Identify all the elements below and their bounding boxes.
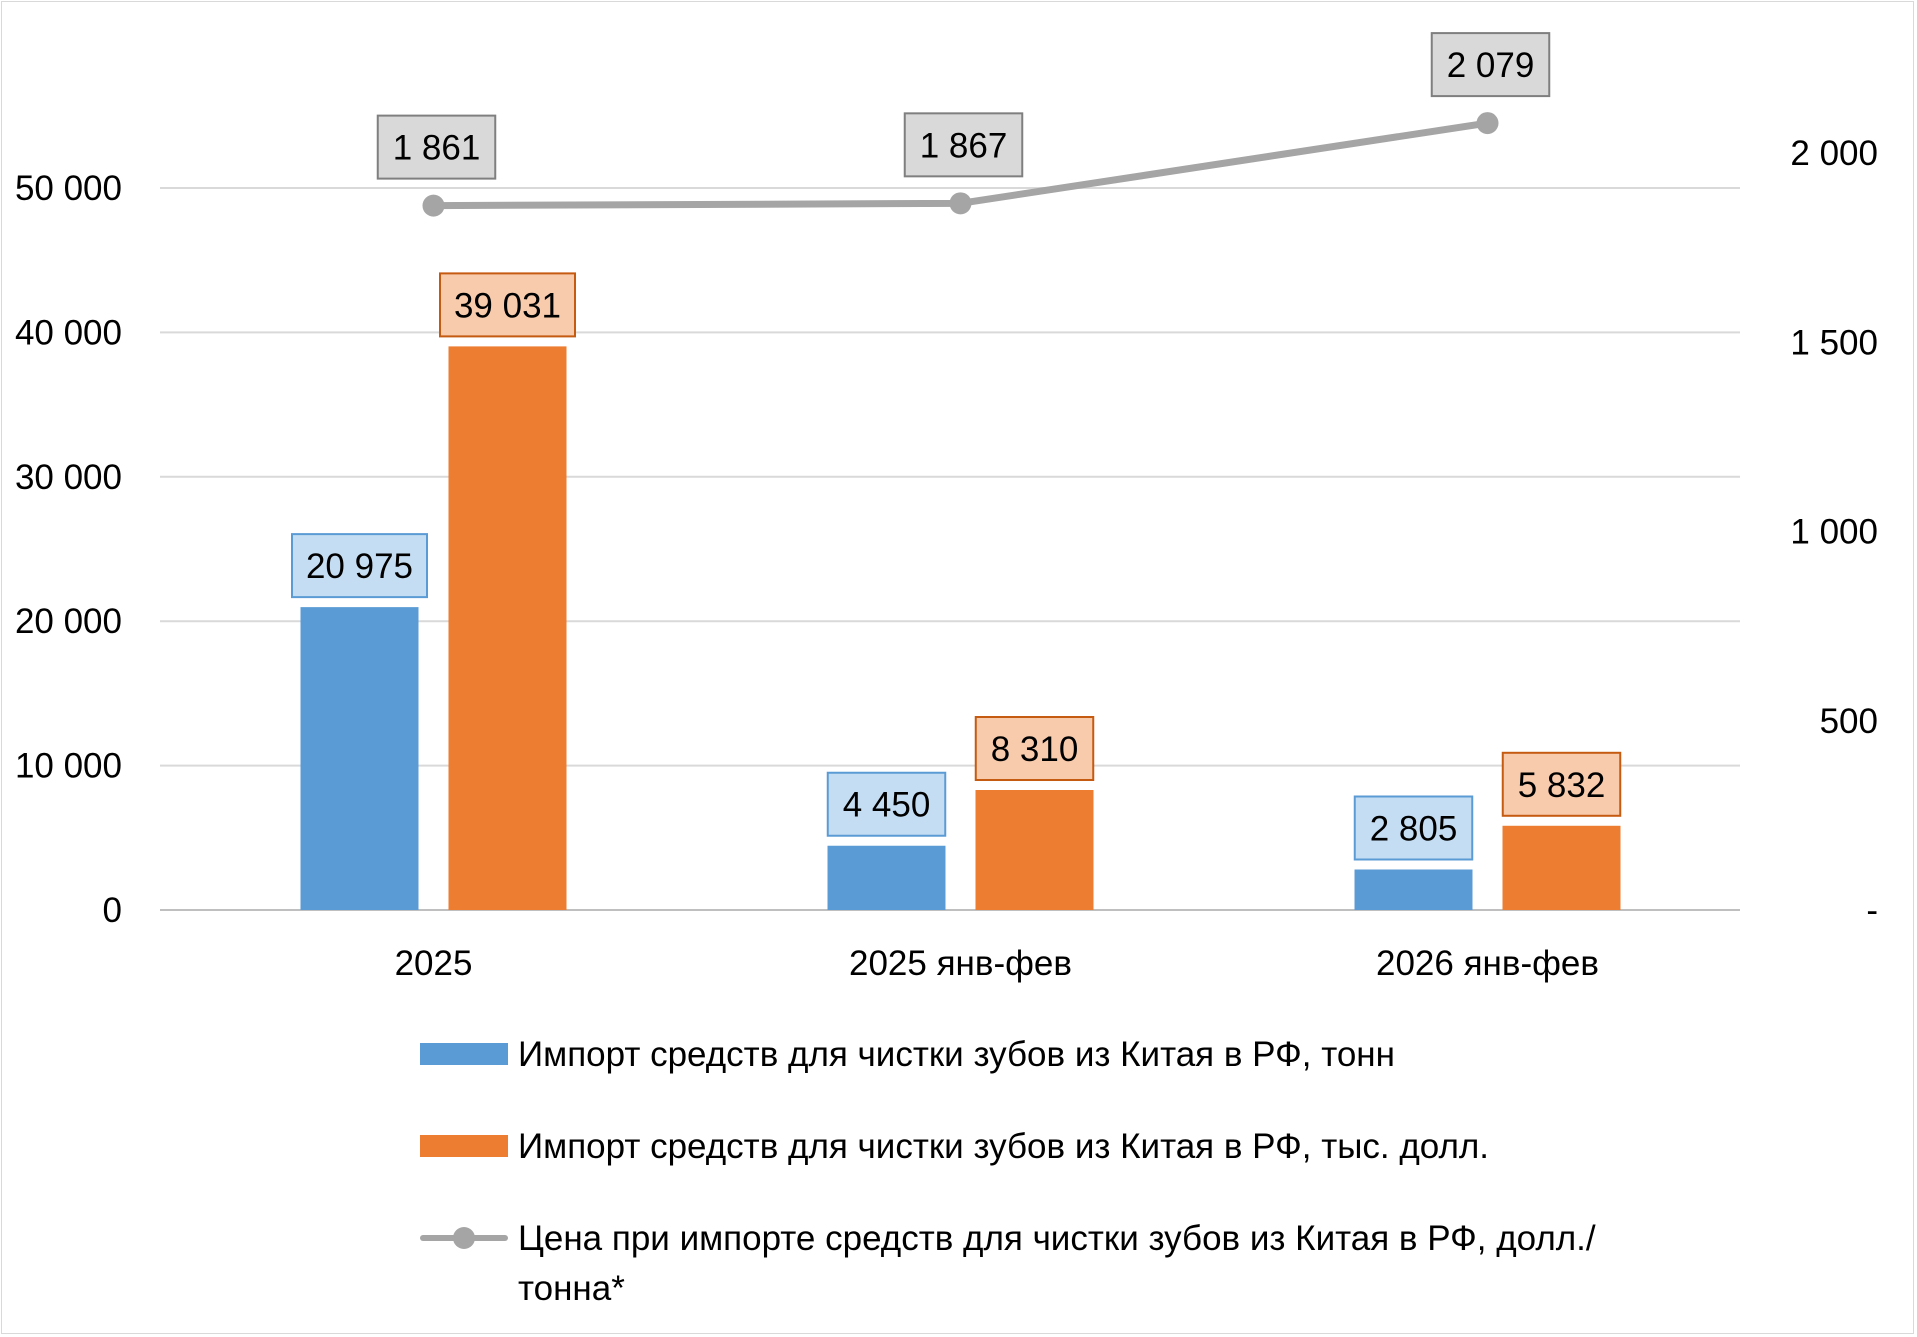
y-right-tick-label: 500 — [1820, 702, 1878, 741]
data-label-tonnes: 4 450 — [843, 786, 931, 825]
y-left-tick-label: 50 000 — [15, 169, 122, 208]
y-right-tick-label: 2 000 — [1790, 134, 1878, 173]
y-left-tick-label: 10 000 — [15, 747, 122, 786]
data-label-usd-box — [974, 716, 1095, 782]
legend-swatch-line — [420, 1227, 508, 1249]
data-label-usd-box — [1501, 751, 1622, 817]
data-labels-layer: 20 975 4 450 2 805 39 031 8 310 5 832 1 861 1 8… — [291, 32, 1622, 861]
data-label-usd-box — [439, 272, 576, 338]
data-label-price: 1 867 — [920, 126, 1008, 165]
data-label-usd: 5 832 — [1518, 766, 1606, 805]
y-left-tick-label: 40 000 — [15, 313, 122, 352]
data-label-price-box — [376, 114, 497, 180]
legend-swatch-orange — [420, 1135, 508, 1157]
chart-plot: 0 10 000 20 000 30 000 40 000 50 000 - 500 1 00… — [15, 32, 1878, 983]
price-point — [1476, 112, 1499, 135]
bar-tonnes — [827, 845, 946, 910]
data-label-price-box — [1430, 32, 1551, 98]
y-right-tick-label: 1 000 — [1790, 513, 1878, 552]
bar-tonnes — [300, 607, 419, 910]
x-tick-label: 2026 янв-фев — [1376, 944, 1599, 983]
legend-item-tonnes: Импорт средств для чистки зубов из Китая… — [420, 1030, 1598, 1080]
data-label-usd: 8 310 — [991, 730, 1079, 769]
data-label-tonnes: 20 975 — [306, 547, 413, 586]
bars-layer — [300, 346, 1621, 911]
data-label-price-box — [903, 112, 1024, 178]
y-left-tick-label: 0 — [103, 891, 122, 930]
y-axis-right: - 500 1 000 1 500 2 000 — [1790, 134, 1878, 930]
legend-label-usd: Импорт средств для чистки зубов из Китая… — [518, 1127, 1490, 1166]
data-label-usd: 39 031 — [454, 286, 561, 325]
price-point — [422, 194, 445, 217]
bar-usd — [975, 790, 1094, 910]
data-label-tonnes: 2 805 — [1370, 809, 1458, 848]
bar-usd — [448, 346, 567, 911]
legend-swatch-blue — [420, 1043, 508, 1065]
y-left-tick-label: 30 000 — [15, 458, 122, 497]
y-right-tick-label: 1 500 — [1790, 323, 1878, 362]
data-label-tonnes-box — [291, 533, 428, 599]
grid-lines — [160, 187, 1740, 911]
x-tick-label: 2025 янв-фев — [849, 944, 1072, 983]
price-point — [949, 192, 972, 215]
y-axis-left: 0 10 000 20 000 30 000 40 000 50 000 — [15, 169, 122, 930]
data-label-price: 1 861 — [393, 129, 481, 168]
legend-label-tonnes: Импорт средств для чистки зубов из Китая… — [518, 1035, 1395, 1074]
legend-item-usd: Импорт средств для чистки зубов из Китая… — [420, 1122, 1598, 1172]
data-label-tonnes-box — [1353, 795, 1474, 861]
y-right-tick-label: - — [1866, 891, 1878, 930]
bar-tonnes — [1354, 869, 1473, 910]
y-left-tick-label: 20 000 — [15, 602, 122, 641]
legend-label-price: Цена при импорте средств для чистки зубо… — [518, 1219, 1596, 1308]
legend-item-price: Цена при импорте средств для чистки зубо… — [420, 1214, 1598, 1314]
data-label-price: 2 079 — [1447, 46, 1535, 85]
data-label-tonnes-box — [826, 771, 947, 837]
bar-usd — [1502, 825, 1621, 910]
line-layer — [422, 112, 1499, 217]
x-axis: 2025 2025 янв-фев 2026 янв-фев — [395, 944, 1599, 983]
x-tick-label: 2025 — [395, 944, 473, 983]
